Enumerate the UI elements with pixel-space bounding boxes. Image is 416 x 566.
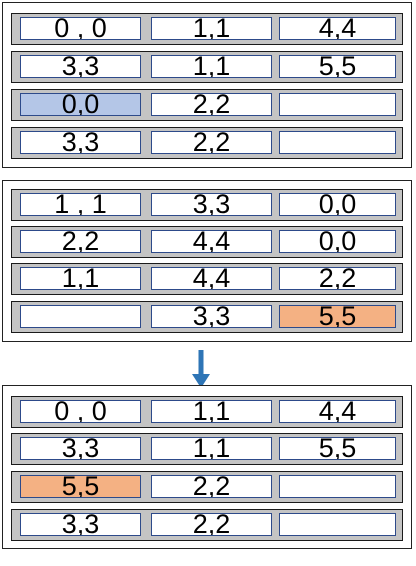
arrow-shaft — [198, 350, 204, 376]
grid-cell-empty — [279, 475, 396, 498]
grid-cell: 3,3 — [151, 193, 272, 216]
grid-cell: 1 , 1 — [20, 193, 141, 216]
grid-cell-empty — [279, 513, 396, 536]
grid-row: 0,0 2,2 — [11, 89, 403, 121]
grid-cell-empty — [20, 305, 141, 328]
grid-cell: 4,4 — [279, 400, 396, 423]
grid-cell: 3,3 — [20, 55, 141, 78]
grid-row: 1,1 4,4 2,2 — [11, 263, 403, 295]
grid-cell: 2,2 — [151, 93, 272, 116]
grid-cell-highlighted: 5,5 — [279, 305, 396, 328]
grid-cell: 2,2 — [151, 513, 272, 536]
grid-cell: 4,4 — [151, 267, 272, 290]
grid-panel-result: 0 , 0 1,1 4,4 3,3 1,1 5,5 5,5 2,2 3,3 2,… — [2, 385, 412, 549]
arrow-down-icon — [192, 350, 210, 388]
grid-cell: 0 , 0 — [20, 400, 141, 423]
grid-cell: 1,1 — [151, 17, 272, 40]
grid-cell: 0,0 — [279, 230, 396, 253]
grid-row: 5,5 2,2 — [11, 471, 403, 503]
grid-cell: 3,3 — [20, 513, 141, 536]
grid-cell: 4,4 — [151, 230, 272, 253]
grid-row: 1 , 1 3,3 0,0 — [11, 189, 403, 221]
grid-cell-empty — [279, 93, 396, 116]
grid-cell-highlighted: 5,5 — [20, 475, 141, 498]
grid-cell: 2,2 — [151, 131, 272, 154]
grid-panel-initial: 0 , 0 1,1 4,4 3,3 1,1 5,5 0,0 2,2 3,3 2,… — [2, 2, 412, 168]
grid-row: 3,3 5,5 — [11, 301, 403, 333]
grid-row: 0 , 0 1,1 4,4 — [11, 13, 403, 45]
grid-cell: 1,1 — [151, 400, 272, 423]
grid-cell-selected: 0,0 — [20, 93, 141, 116]
grid-cell: 1,1 — [151, 437, 272, 460]
grid-cell: 1,1 — [20, 267, 141, 290]
arrow-head — [192, 374, 210, 388]
grid-cell: 1,1 — [151, 55, 272, 78]
grid-row: 3,3 2,2 — [11, 127, 403, 159]
grid-panel-source: 1 , 1 3,3 0,0 2,2 4,4 0,0 1,1 4,4 2,2 3,… — [2, 180, 412, 342]
grid-cell: 2,2 — [279, 267, 396, 290]
grid-cell: 4,4 — [279, 17, 396, 40]
grid-row: 3,3 2,2 — [11, 509, 403, 541]
grid-row: 3,3 1,1 5,5 — [11, 51, 403, 83]
grid-cell: 5,5 — [279, 437, 396, 460]
grid-cell: 5,5 — [279, 55, 396, 78]
grid-row: 2,2 4,4 0,0 — [11, 226, 403, 258]
grid-cell: 3,3 — [151, 305, 272, 328]
grid-cell: 2,2 — [151, 475, 272, 498]
grid-cell: 0,0 — [279, 193, 396, 216]
grid-row: 0 , 0 1,1 4,4 — [11, 396, 403, 428]
grid-cell: 3,3 — [20, 437, 141, 460]
grid-cell-empty — [279, 131, 396, 154]
grid-cell: 2,2 — [20, 230, 141, 253]
grid-cell: 0 , 0 — [20, 17, 141, 40]
grid-row: 3,3 1,1 5,5 — [11, 433, 403, 465]
grid-cell: 3,3 — [20, 131, 141, 154]
